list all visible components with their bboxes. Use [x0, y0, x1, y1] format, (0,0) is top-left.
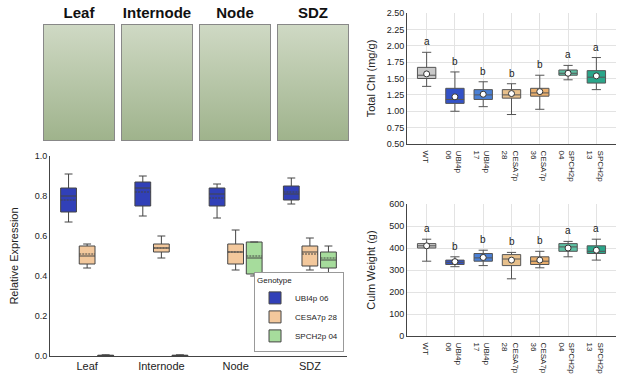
svg-text:200: 200 [389, 287, 404, 297]
svg-text:b: b [537, 59, 543, 70]
svg-text:a: a [593, 42, 599, 53]
svg-text:0.6: 0.6 [35, 231, 48, 241]
svg-text:1.50: 1.50 [387, 74, 405, 84]
svg-text:Relative Expression: Relative Expression [8, 207, 20, 304]
svg-text:0.4: 0.4 [35, 271, 48, 281]
svg-text:UBI4p06: UBI4p06 [444, 343, 463, 366]
html-text:Node: Node [216, 4, 254, 21]
svg-text:CESA7p28: CESA7p28 [500, 151, 519, 182]
svg-text:Leaf: Leaf [76, 360, 98, 372]
svg-text:CESA7p36: CESA7p36 [529, 343, 548, 374]
svg-text:SPCH2p04: SPCH2p04 [557, 151, 576, 183]
svg-text:SPCH2p 04: SPCH2p 04 [295, 332, 338, 341]
svg-text:b: b [480, 66, 486, 77]
svg-text:b: b [480, 234, 486, 245]
svg-text:0.50: 0.50 [387, 139, 405, 149]
svg-text:Total Chl (mg/g): Total Chl (mg/g) [365, 40, 377, 118]
svg-text:b: b [509, 68, 515, 79]
svg-text:UBI4p 06: UBI4p 06 [295, 294, 329, 303]
svg-text:WT: WT [421, 151, 430, 164]
svg-text:CESA7p28: CESA7p28 [500, 343, 519, 374]
svg-text:b: b [537, 235, 543, 246]
svg-text:1.0: 1.0 [35, 151, 48, 161]
svg-text:600: 600 [389, 199, 404, 209]
svg-text:b: b [509, 236, 515, 247]
html-text:Leaf: Leaf [63, 4, 95, 21]
svg-text:SPCH2p13: SPCH2p13 [585, 343, 604, 375]
svg-text:b: b [452, 56, 458, 67]
svg-text:CESA7p 28: CESA7p 28 [295, 313, 337, 322]
svg-text:WT: WT [421, 343, 430, 356]
svg-text:1.75: 1.75 [387, 57, 405, 67]
svg-text:0.2: 0.2 [35, 311, 48, 321]
svg-text:a: a [424, 223, 430, 234]
svg-text:100: 100 [389, 309, 404, 319]
svg-text:2.00: 2.00 [387, 41, 405, 51]
svg-text:Node: Node [222, 360, 248, 372]
svg-text:CESA7p36: CESA7p36 [529, 151, 548, 182]
svg-text:a: a [593, 223, 599, 234]
svg-text:0.75: 0.75 [387, 123, 405, 133]
svg-text:a: a [565, 49, 571, 60]
svg-text:2.25: 2.25 [387, 25, 405, 35]
svg-text:1.00: 1.00 [387, 106, 405, 116]
svg-text:2.50: 2.50 [387, 8, 405, 18]
svg-text:UBI4p17: UBI4p17 [472, 343, 491, 366]
svg-text:0.8: 0.8 [35, 191, 48, 201]
svg-text:a: a [424, 36, 430, 47]
svg-text:b: b [452, 241, 458, 252]
html-text:SDZ: SDZ [298, 4, 328, 21]
svg-text:300: 300 [389, 265, 404, 275]
svg-text:SPCH2p13: SPCH2p13 [585, 151, 604, 183]
svg-text:500: 500 [389, 221, 404, 231]
svg-text:Culm Weight (g): Culm Weight (g) [365, 230, 377, 309]
svg-text:1.25: 1.25 [387, 90, 405, 100]
svg-text:UBI4p06: UBI4p06 [444, 151, 463, 174]
svg-text:400: 400 [389, 243, 404, 253]
svg-text:a: a [565, 225, 571, 236]
svg-text:0: 0 [399, 331, 404, 341]
svg-text:Genotype: Genotype [257, 276, 292, 285]
svg-text:Internode: Internode [138, 360, 184, 372]
svg-text:SDZ: SDZ [299, 360, 321, 372]
html-text:Internode: Internode [122, 4, 192, 21]
svg-text:UBI4p17: UBI4p17 [472, 151, 491, 174]
svg-text:SPCH2p04: SPCH2p04 [557, 343, 576, 375]
svg-text:0.0: 0.0 [35, 351, 48, 361]
